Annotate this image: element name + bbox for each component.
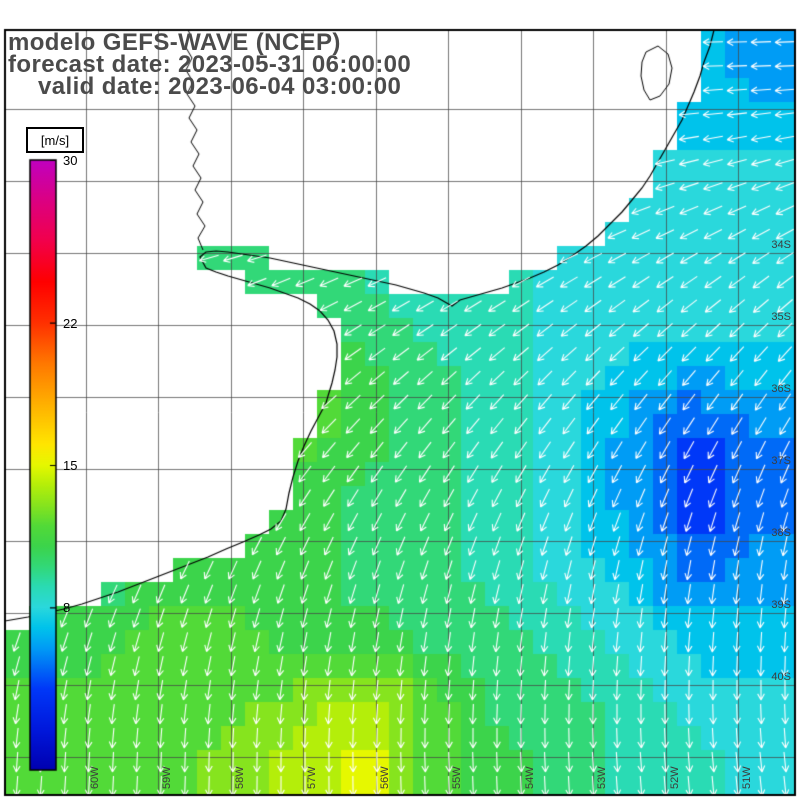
- lon-tick-label: 56W: [379, 766, 391, 789]
- lat-tick-label: 35S: [771, 311, 791, 323]
- colorbar-tick-label: 22: [63, 315, 78, 331]
- lat-tick-label: 36S: [771, 383, 791, 395]
- lat-tick-label: 40S: [771, 671, 791, 683]
- colorbar-unit-label: [m/s]: [40, 132, 70, 148]
- lon-tick-label: 53W: [596, 766, 608, 789]
- lon-tick-label: 60W: [89, 766, 101, 789]
- valid-date-line: valid date: 2023-06-04 03:00:00: [38, 73, 402, 100]
- lon-tick-label: 54W: [524, 766, 536, 789]
- lon-tick-label: 52W: [669, 766, 681, 789]
- lat-tick-label: 37S: [771, 455, 791, 467]
- colorbar-tick-label: 8: [63, 600, 71, 616]
- forecast-date-line: forecast date: 2023-05-31 06:00:00: [8, 51, 412, 78]
- lon-tick-label: 57W: [306, 766, 318, 789]
- lon-tick-label: 59W: [161, 766, 173, 789]
- colorbar-unit-box: [m/s]: [26, 127, 84, 153]
- colorbar-tick-label: 15: [63, 458, 78, 473]
- lon-tick-label: 51W: [741, 766, 753, 789]
- lon-tick-label: 55W: [451, 766, 463, 789]
- model-title: modelo GEFS-WAVE (NCEP): [8, 29, 341, 56]
- colorbar-tick-label: 30: [63, 153, 78, 168]
- lon-tick-label: 58W: [234, 766, 246, 789]
- lat-tick-label: 38S: [771, 527, 791, 539]
- lat-tick-label: 39S: [771, 599, 791, 611]
- lat-tick-label: 34S: [771, 239, 791, 251]
